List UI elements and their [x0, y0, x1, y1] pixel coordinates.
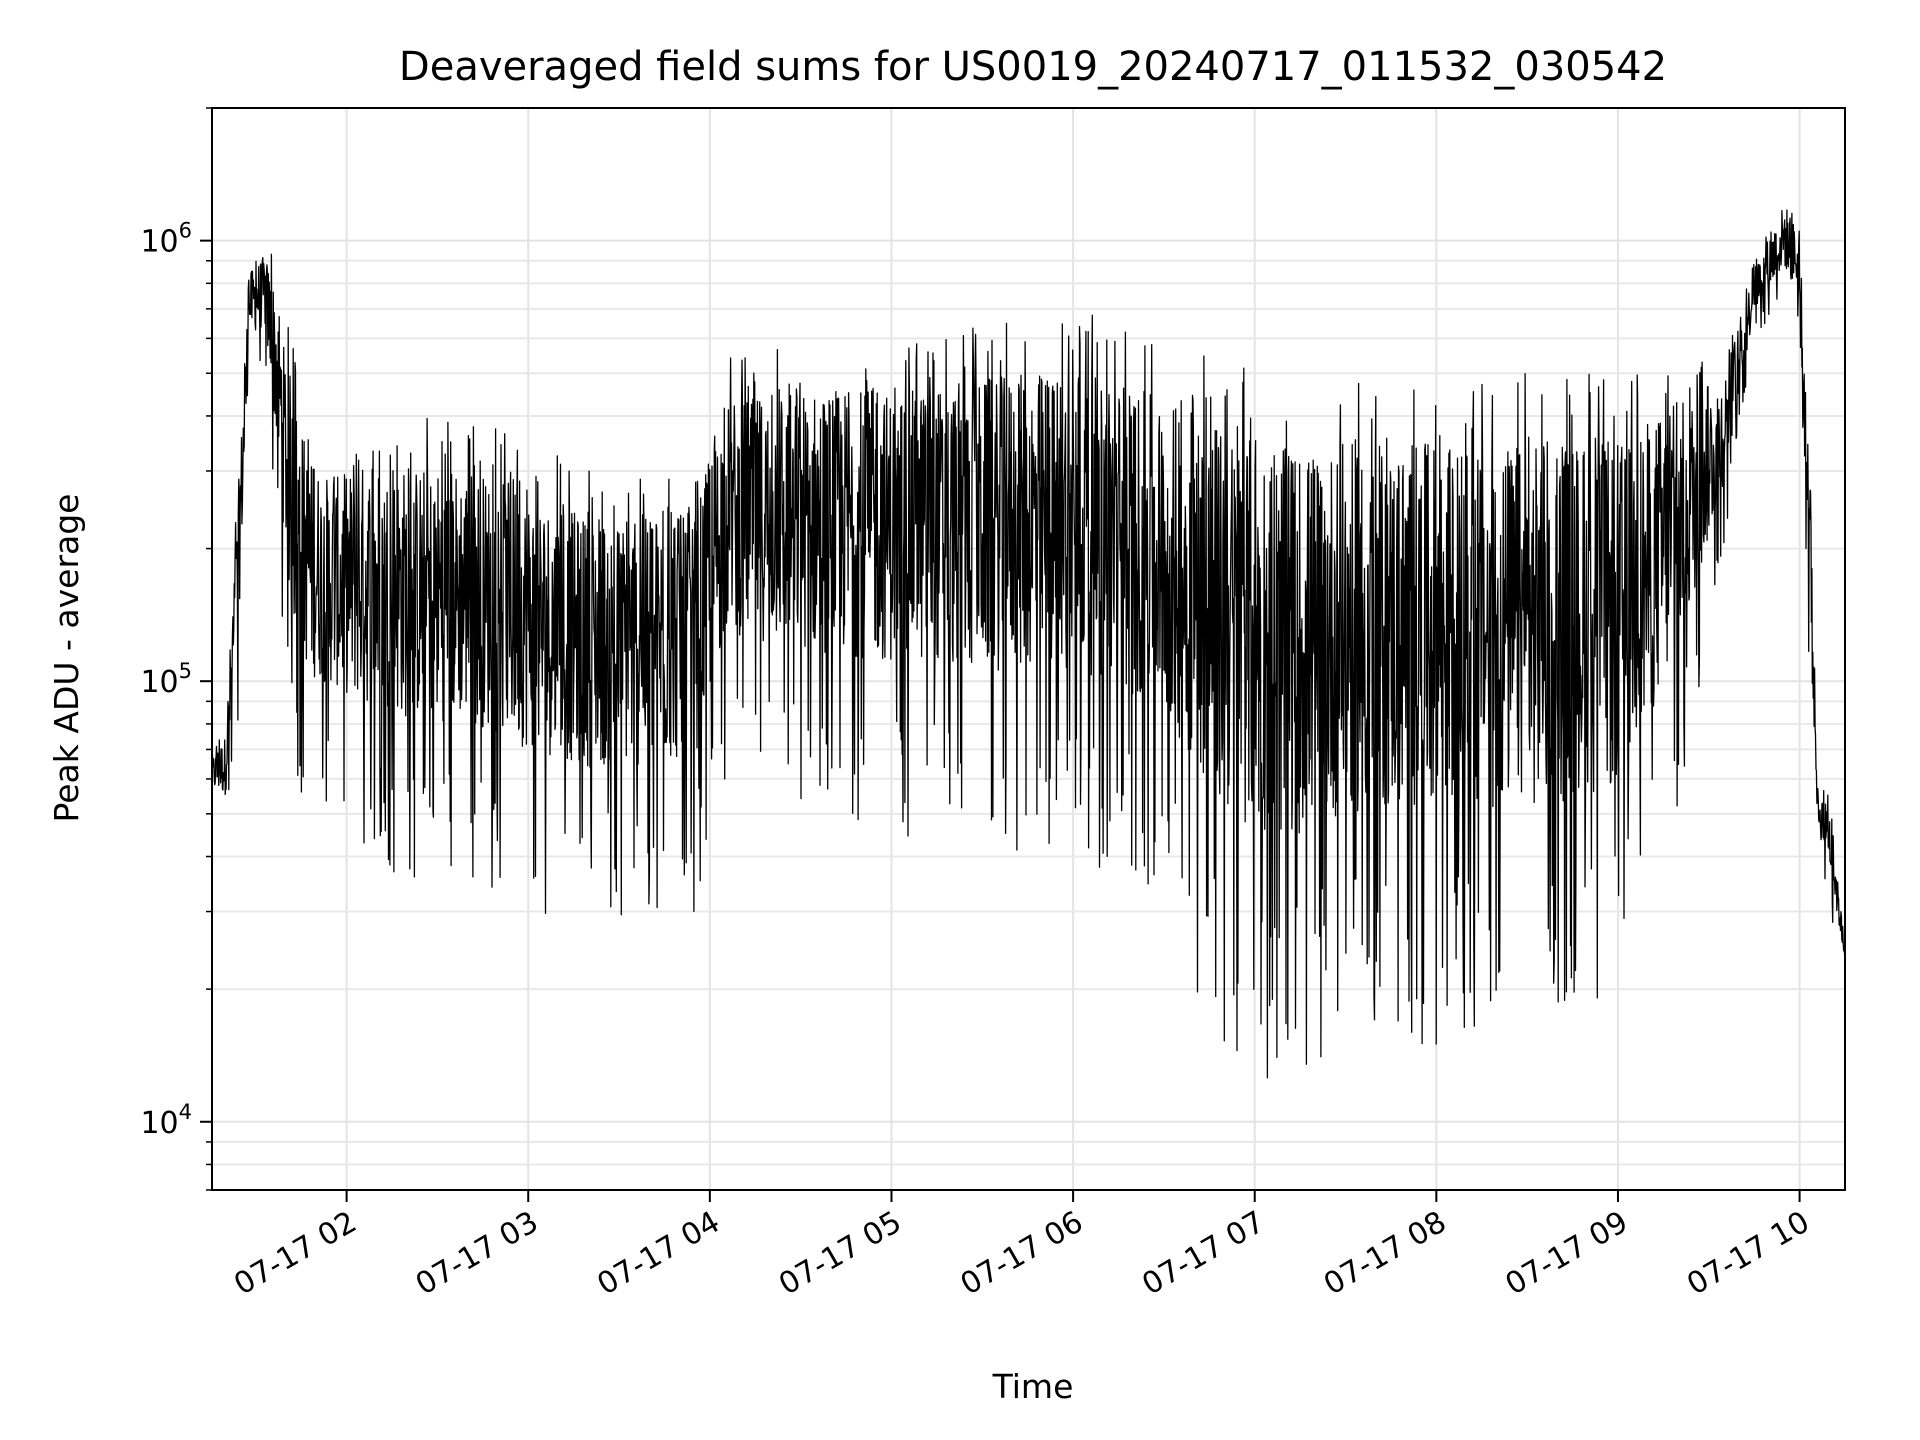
x-tick-label: 07-17 07 [1136, 1205, 1270, 1303]
y-axis: 104 105 106 [140, 107, 212, 1191]
x-tick-label: 07-17 10 [1681, 1205, 1815, 1303]
y-tick-label: 104 [140, 1100, 192, 1141]
x-axis: 07-17 02 07-17 03 07-17 04 07-17 05 07-17 06… [228, 1190, 1816, 1303]
x-tick-label: 07-17 04 [592, 1205, 726, 1303]
x-tick-label: 07-17 08 [1318, 1205, 1452, 1303]
series-line [211, 209, 1846, 1079]
y-tick-label: 106 [140, 219, 192, 260]
x-tick-label: 07-17 03 [410, 1205, 544, 1303]
x-tick-label: 07-17 02 [228, 1205, 362, 1303]
x-tick-label: 07-17 09 [1500, 1205, 1634, 1303]
x-tick-label: 07-17 05 [773, 1205, 907, 1303]
chart-title: Deaveraged field sums for US0019_2024071… [399, 44, 1667, 90]
y-axis-label: Peak ADU - average [47, 494, 86, 823]
x-tick-label: 07-17 06 [955, 1205, 1089, 1303]
plot-frame [211, 107, 1846, 1191]
x-axis-label: Time [992, 1367, 1074, 1406]
y-tick-label: 105 [140, 659, 192, 700]
